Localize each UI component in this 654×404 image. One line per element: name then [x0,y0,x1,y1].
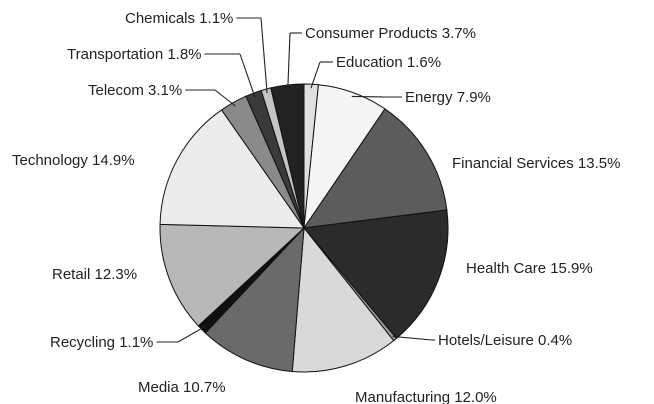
label-technology: Technology 14.9% [12,152,135,169]
pie-slices [159,83,449,373]
slice-labels: Education 1.6% Energy 7.9% Financial Servi… [12,10,620,404]
label-transportation: Transportation 1.8% [67,46,202,63]
label-chemicals: Chemicals 1.1% [125,10,233,27]
label-health-care: Health Care 15.9% [466,260,593,277]
leader-lines [156,17,435,343]
label-recycling: Recycling 1.1% [50,334,153,351]
label-consumer-products: Consumer Products 3.7% [305,25,476,42]
slice-consumer-products [270,83,305,229]
label-education: Education 1.6% [336,54,441,71]
label-media: Media 10.7% [138,379,226,396]
label-telecom: Telecom 3.1% [88,82,182,99]
slice-manufacturing [291,226,395,373]
leader-education [310,61,321,89]
slice-media [204,226,305,373]
leader-telecom [214,89,236,107]
leader-energy [351,95,385,98]
slice-retail [159,223,306,327]
leader-hotels-leisure [392,335,433,341]
label-energy: Energy 7.9% [405,89,491,106]
slice-financial-services [302,108,448,229]
label-retail: Retail 12.3% [52,266,137,283]
label-manufacturing: Manufacturing 12.0% [355,389,497,404]
slice-health-care [303,209,449,340]
label-hotels-leisure: Hotels/Leisure 0.4% [438,332,572,349]
leader-consumer-products [287,32,291,89]
leader-recycling [177,326,205,343]
label-financial-services: Financial Services 13.5% [452,155,620,172]
leader-chemicals [260,17,268,94]
slice-technology [159,109,305,229]
leader-transportation [239,53,256,98]
